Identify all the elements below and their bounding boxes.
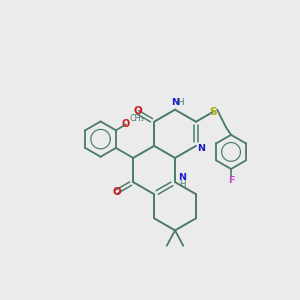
Text: H: H [179,180,185,189]
Text: F: F [228,176,234,185]
Text: N: N [178,173,186,182]
Text: H: H [177,98,184,107]
Text: O: O [112,187,121,197]
Text: N: N [171,98,179,107]
Text: O: O [134,106,142,116]
Text: N: N [197,144,205,153]
Text: O: O [122,119,130,129]
Text: S: S [209,107,216,117]
Text: CH₃: CH₃ [129,114,144,123]
